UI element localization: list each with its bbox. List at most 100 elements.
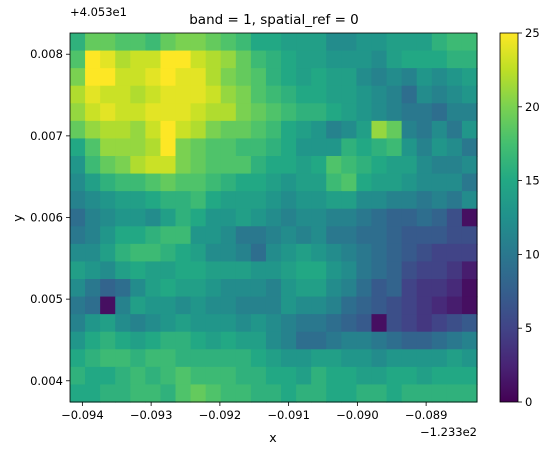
- heatmap-cell: [446, 173, 463, 192]
- heatmap-cell: [220, 33, 237, 52]
- heatmap-cell: [220, 120, 237, 140]
- heatmap-cell: [190, 68, 207, 87]
- heatmap-cell: [461, 103, 478, 122]
- heatmap-cell: [160, 279, 177, 298]
- heatmap-cell: [326, 68, 342, 87]
- heatmap-cell: [446, 314, 463, 333]
- heatmap-cell: [281, 226, 297, 245]
- heatmap-cell: [85, 156, 101, 175]
- heatmap-cell: [100, 296, 116, 315]
- heatmap-cell: [341, 208, 357, 227]
- heatmap-cell: [85, 261, 101, 280]
- heatmap-cell: [85, 103, 101, 122]
- heatmap-cell: [296, 349, 312, 368]
- heatmap-cell: [431, 50, 448, 69]
- heatmap-cell: [416, 243, 433, 263]
- heatmap-cell: [386, 384, 403, 403]
- heatmap-cell: [356, 296, 373, 315]
- heatmap-cell: [145, 120, 162, 140]
- heatmap-cell: [326, 208, 342, 227]
- heatmap-cell: [175, 366, 192, 386]
- heatmap-cell: [175, 226, 192, 245]
- heatmap-cell: [70, 173, 86, 192]
- heatmap-cell: [130, 33, 146, 52]
- heatmap-cell: [326, 33, 342, 52]
- y-tick-label: 0.006: [30, 211, 63, 225]
- heatmap-cell: [296, 296, 312, 315]
- heatmap-cell: [190, 366, 207, 386]
- heatmap-cell: [356, 279, 373, 298]
- heatmap-cell: [446, 208, 463, 227]
- heatmap-cell: [220, 173, 237, 192]
- heatmap-cell: [205, 366, 222, 386]
- heatmap-cell: [416, 156, 433, 175]
- heatmap-cell: [130, 349, 146, 368]
- heatmap-cell: [446, 226, 463, 245]
- heatmap-cell: [401, 68, 418, 87]
- heatmap-cell: [190, 226, 207, 245]
- heatmap-cell: [416, 85, 433, 104]
- heatmap-cell: [100, 261, 116, 280]
- heatmap-cell: [130, 191, 146, 210]
- heatmap-cell: [145, 226, 162, 245]
- heatmap-cell: [100, 85, 116, 104]
- heatmap-cell: [220, 68, 237, 87]
- heatmap-cell: [311, 103, 327, 122]
- heatmap-cell: [175, 243, 192, 263]
- heatmap-cell: [311, 173, 327, 192]
- heatmap-cell: [205, 208, 222, 227]
- heatmap-cell: [401, 103, 418, 122]
- heatmap-cell: [296, 68, 312, 87]
- heatmap-cell: [401, 331, 418, 350]
- heatmap-cell: [235, 243, 252, 263]
- heatmap-cell: [220, 384, 237, 403]
- heatmap-cell: [235, 50, 252, 69]
- heatmap-cell: [70, 156, 86, 175]
- heatmap-cell: [446, 331, 463, 350]
- heatmap-cell: [371, 314, 388, 333]
- heatmap-cell: [341, 33, 357, 52]
- heatmap-cell: [401, 138, 418, 157]
- heatmap-cell: [431, 85, 448, 104]
- heatmap-cell: [115, 208, 131, 227]
- heatmap-cell: [371, 33, 388, 52]
- heatmap-cell: [281, 331, 297, 350]
- heatmap-cell: [371, 50, 388, 69]
- heatmap-cell: [296, 366, 312, 386]
- heatmap-cell: [356, 138, 373, 157]
- colorbar-tick-label: 20: [525, 100, 540, 114]
- heatmap-cell: [145, 384, 162, 403]
- heatmap-cell: [371, 191, 388, 210]
- heatmap-cell: [70, 279, 86, 298]
- heatmap-cell: [416, 331, 433, 350]
- heatmap-cell: [70, 349, 86, 368]
- heatmap-cell: [311, 85, 327, 104]
- heatmap-cell: [100, 33, 116, 52]
- x-tick-label: −0.091: [267, 408, 310, 422]
- heatmap-cell: [326, 243, 342, 263]
- heatmap-cell: [160, 349, 177, 368]
- heatmap-cell: [326, 261, 342, 280]
- heatmap-cell: [70, 296, 86, 315]
- heatmap-cell: [85, 349, 101, 368]
- heatmap-cell: [446, 33, 463, 52]
- heatmap-cell: [175, 314, 192, 333]
- heatmap-cell: [220, 243, 237, 263]
- heatmap-cell: [311, 50, 327, 69]
- heatmap-cell: [341, 85, 357, 104]
- heatmap-cell: [160, 226, 177, 245]
- heatmap-cell: [446, 296, 463, 315]
- heatmap-cell: [250, 50, 267, 69]
- heatmap-cell: [265, 208, 282, 227]
- heatmap-cell: [85, 296, 101, 315]
- heatmap-cell: [85, 226, 101, 245]
- heatmap-cell: [296, 331, 312, 350]
- heatmap-cell: [250, 296, 267, 315]
- heatmap-cell: [130, 331, 146, 350]
- colorbar-tick-label: 25: [525, 26, 540, 40]
- heatmap-cell: [446, 349, 463, 368]
- heatmap-cell: [175, 261, 192, 280]
- heatmap-cell: [401, 50, 418, 69]
- heatmap-cell: [160, 156, 177, 175]
- heatmap-cell: [220, 349, 237, 368]
